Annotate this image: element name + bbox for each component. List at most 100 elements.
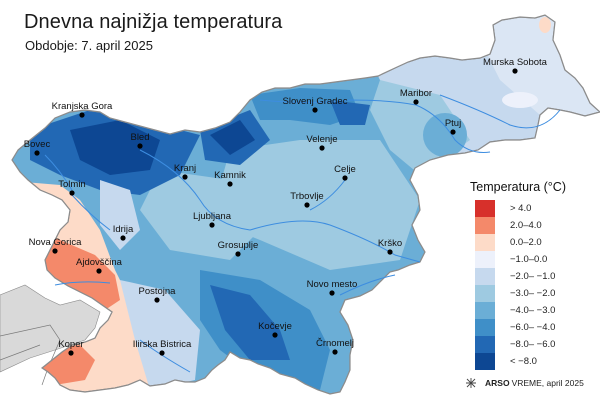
legend-swatch [475,336,495,353]
legend-label: −1.0–0.0 [510,254,548,265]
arso-logo-icon [466,378,476,388]
city-marker: Murska Sobota [483,57,548,74]
city-label: Postojna [139,286,177,297]
city-marker: Kočevje [258,321,292,338]
city-dot-icon [68,350,74,356]
city-dot-icon [154,297,160,303]
legend-item: −8.0– −6.0 [470,336,600,353]
legend-label: −4.0– −3.0 [510,305,556,316]
city-label: Krško [378,238,402,249]
rivers [44,94,561,373]
legend-title: Temperatura (°C) [470,180,566,194]
city-dot-icon [387,249,393,255]
city-dot-icon [96,268,102,274]
temperature-legend: Temperatura (°C) > 4.0 2.0–4.0 0.0–2.0 −1.0… [470,180,600,370]
city-dot-icon [52,248,58,254]
city-dot-icon [227,181,233,187]
city-marker: Slovenj Gradec [283,96,348,113]
city-marker: Ptuj [445,118,461,135]
city-label: Idrija [113,224,134,235]
neighbor-border-line [0,324,61,386]
city-label: Bled [130,132,149,143]
city-label: Črnomelj [316,338,354,349]
city-dot-icon [342,175,348,181]
city-marker: Kranj [174,163,196,180]
page-title: Dnevna najnižja temperatura [24,11,283,33]
legend-swatch [475,319,495,336]
legend-swatch [475,353,495,370]
legend-item: −6.0– −4.0 [470,319,600,336]
legend-label: < −8.0 [510,356,537,367]
city-marker: Ljubljana [193,211,232,228]
city-dot-icon [79,112,85,118]
city-marker: Grosuplje [218,240,259,257]
legend-item: −2.0– −1.0 [470,268,600,285]
legend-item: −1.0–0.0 [470,251,600,268]
city-dot-icon [319,145,325,151]
city-dot-icon [182,174,188,180]
city-label: Bovec [24,139,51,150]
city-marker: Celje [334,164,356,181]
city-marker: Črnomelj [316,338,354,355]
city-dot-icon [329,290,335,296]
legend-swatch [475,200,495,217]
brand-name: ARSO [485,378,510,388]
city-label: Tolmin [58,179,85,190]
city-marker: Ilirska Bistrica [133,339,192,356]
footer-credit: ARSO VREME, april 2025 [466,378,584,388]
city-label: Nova Gorica [29,237,83,248]
legend-item: < −8.0 [470,353,600,370]
legend-label: −8.0– −6.0 [510,339,556,350]
legend-item: −4.0– −3.0 [470,302,600,319]
city-label: Grosuplje [218,240,259,251]
city-dot-icon [272,332,278,338]
city-markers: Kranjska Gora Bovec Bled Tolmin Kranj Kamnik S… [24,57,548,356]
city-marker: Trbovlje [290,191,324,208]
city-dot-icon [450,129,456,135]
legend-item: 0.0–2.0 [470,234,600,251]
city-marker: Tolmin [58,179,86,196]
city-dot-icon [512,68,518,74]
city-dot-icon [304,202,310,208]
period-subtitle: Obdobje: 7. april 2025 [25,38,153,53]
city-label: Kranj [174,163,196,174]
legend-swatch [475,302,495,319]
credit-text: VREME, april 2025 [511,378,584,388]
city-label: Ljubljana [193,211,232,222]
legend-swatch [475,285,495,302]
legend-label: −6.0– −4.0 [510,322,556,333]
city-marker: Maribor [400,88,432,105]
city-marker: Velenje [306,134,338,151]
city-marker: Koper [58,339,84,356]
legend-label: −3.0– −2.0 [510,288,556,299]
city-marker: Krško [378,238,402,255]
city-marker: Nova Gorica [29,237,83,254]
city-label: Murska Sobota [483,57,548,68]
city-label: Koper [58,339,83,350]
legend-item: 2.0–4.0 [470,217,600,234]
legend-swatch [475,234,495,251]
city-dot-icon [120,235,126,241]
city-dot-icon [137,143,143,149]
city-dot-icon [235,251,241,257]
city-label: Ilirska Bistrica [133,339,192,350]
city-label: Kamnik [214,170,246,181]
city-label: Velenje [306,134,337,145]
city-label: Kočevje [258,321,292,332]
legend-label: 0.0–2.0 [510,237,542,248]
neighbor-country-shape [0,284,101,373]
city-dot-icon [332,349,338,355]
city-dot-icon [69,190,75,196]
city-marker: Idrija [113,224,134,241]
city-dot-icon [413,99,419,105]
city-dot-icon [209,222,215,228]
legend-label: −2.0– −1.0 [510,271,556,282]
city-dot-icon [312,107,318,113]
city-label: Trbovlje [290,191,323,202]
legend-label: > 4.0 [510,203,532,214]
city-marker: Novo mesto [307,279,357,296]
city-label: Kranjska Gora [52,101,113,112]
legend-swatch [475,251,495,268]
city-label: Ptuj [445,118,461,129]
